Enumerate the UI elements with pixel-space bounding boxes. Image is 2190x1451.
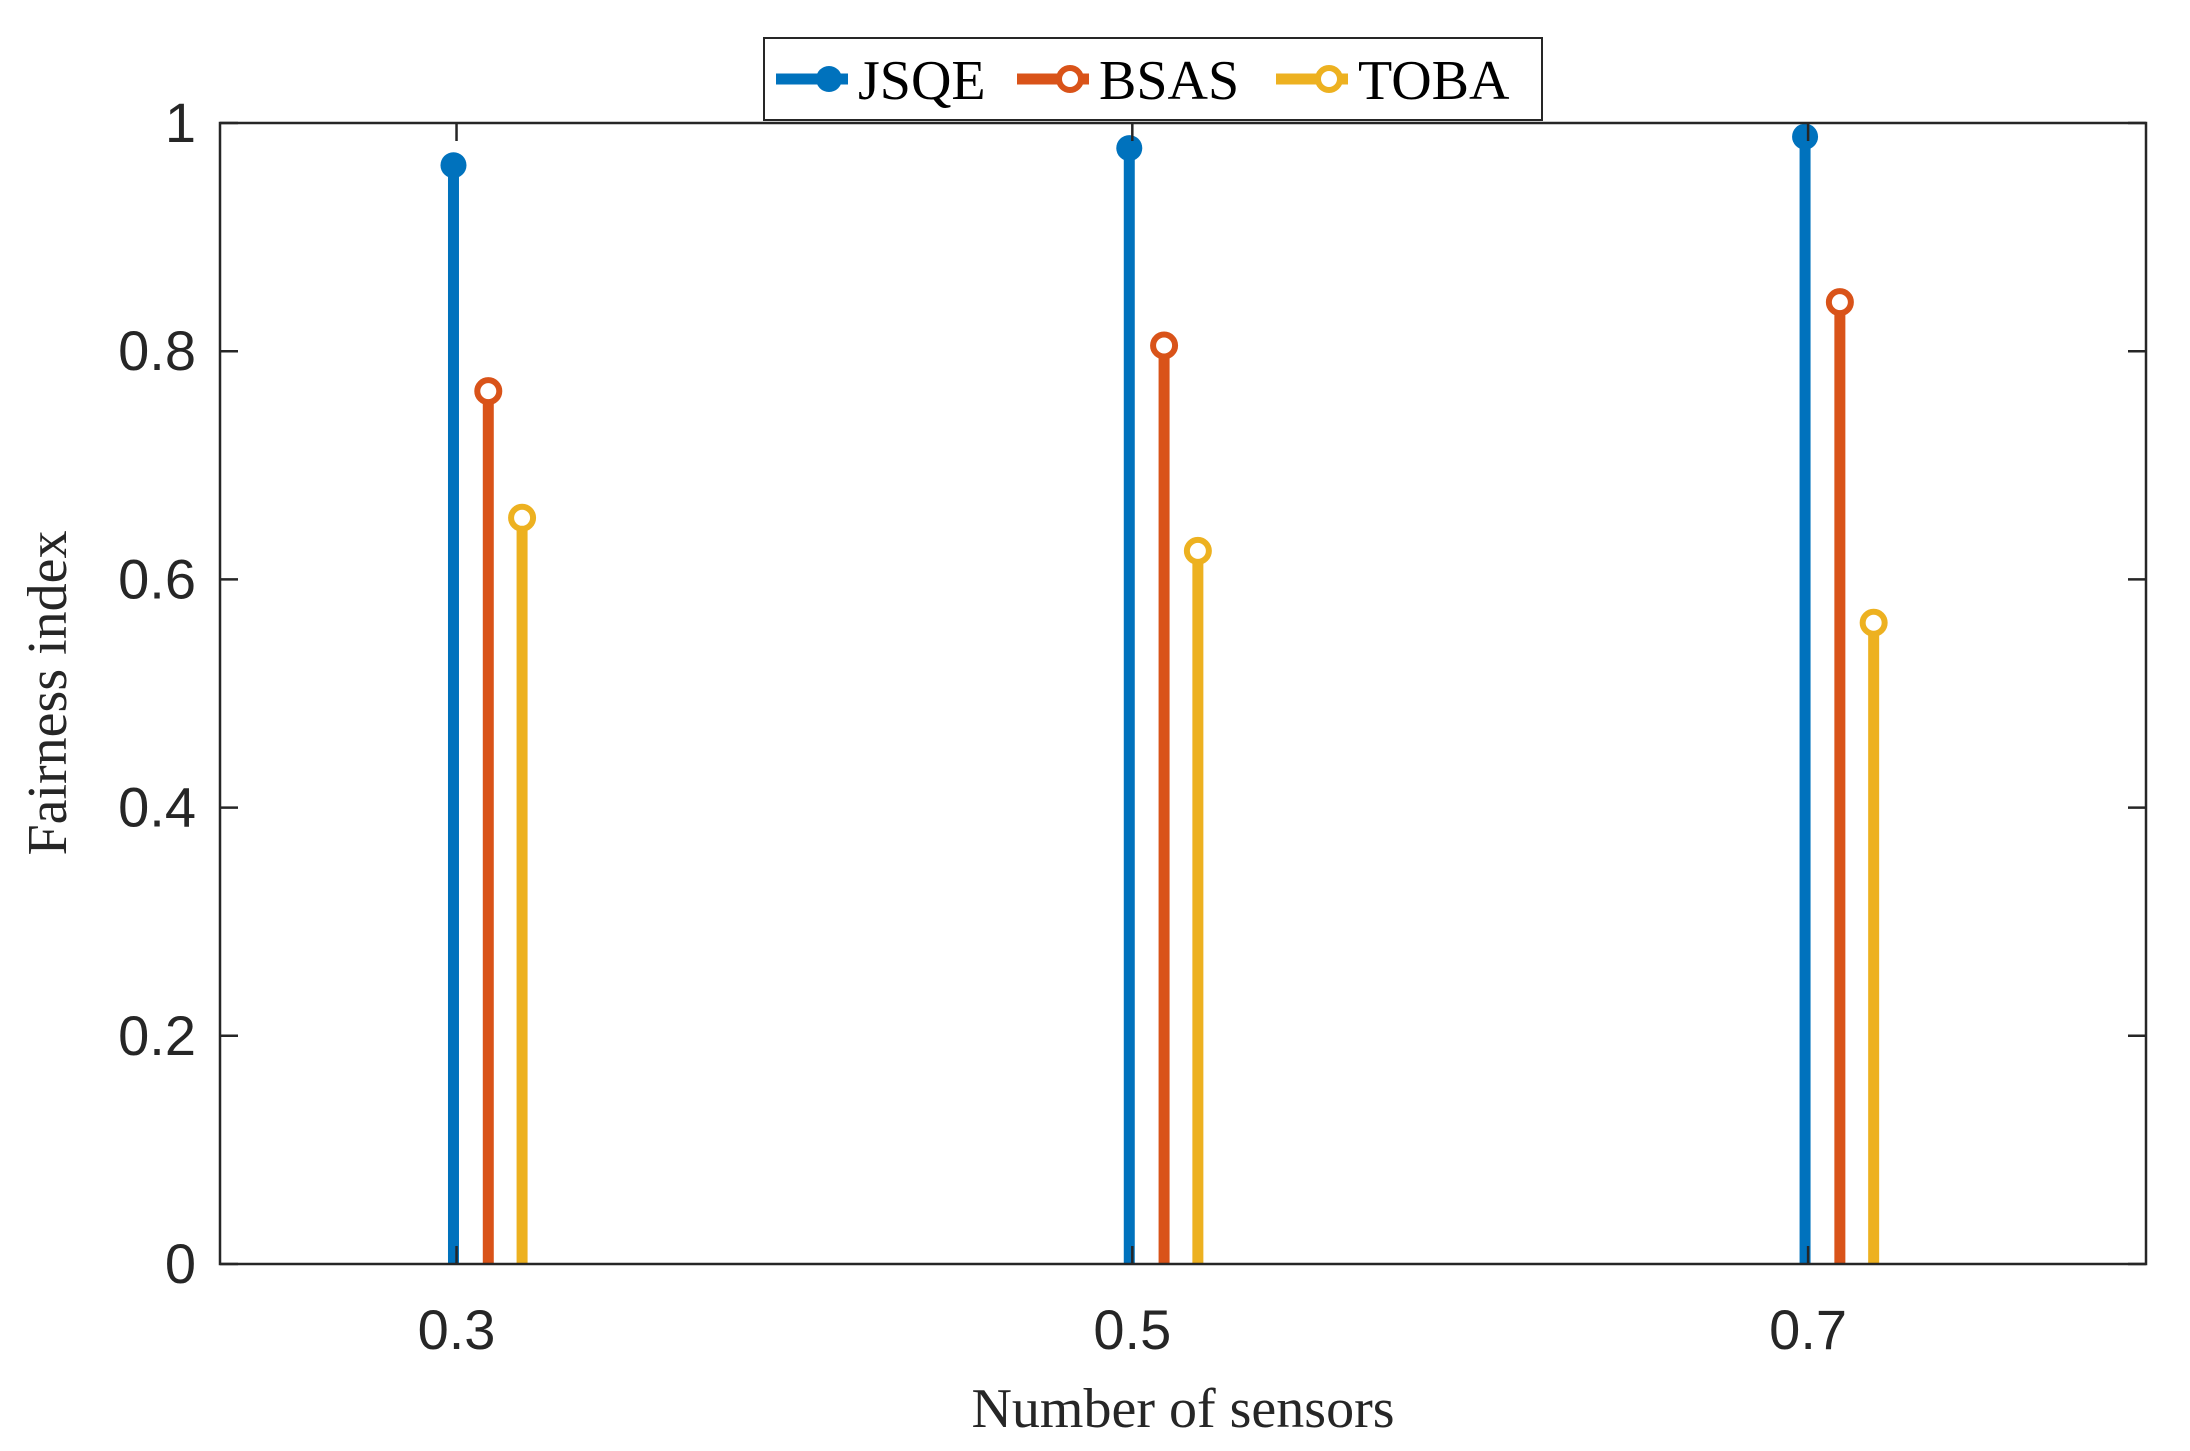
legend-box (763, 37, 1543, 121)
legend: JSQE BSAS TOBA (763, 37, 1543, 121)
jsqe-marker (1792, 123, 1819, 150)
legend-marker-toba (1315, 65, 1343, 93)
legend-label-bsas: BSAS (1099, 50, 1239, 112)
y-tick-label: 1 (165, 91, 196, 154)
bsas-marker (474, 377, 503, 406)
toba-marker (1183, 536, 1212, 565)
x-tick-label: 0.5 (1093, 1298, 1171, 1361)
bsas-marker (1150, 331, 1179, 360)
y-axis-label: Fairness index (17, 530, 79, 855)
plot-marks (440, 123, 1888, 1264)
toba-marker (1859, 608, 1888, 637)
plot-area-frame (218, 121, 2148, 1266)
y-tick-label: 0.4 (118, 776, 196, 839)
legend-marker-jsqe (816, 66, 842, 92)
y-tick-label: 0.2 (118, 1004, 196, 1067)
axis-ticks: 0 0.2 0.4 0.6 0.8 1 0.3 0.5 0.7 (118, 91, 2146, 1361)
x-tick-label: 0.7 (1769, 1298, 1847, 1361)
x-axis-label: Number of sensors (971, 1378, 1394, 1440)
toba-marker (508, 503, 537, 532)
legend-marker-bsas (1056, 65, 1084, 93)
y-tick-label: 0.8 (118, 319, 196, 382)
bsas-marker (1825, 288, 1854, 317)
y-tick-label: 0 (165, 1232, 196, 1295)
x-tick-label: 0.3 (418, 1298, 496, 1361)
jsqe-marker (1116, 135, 1143, 162)
legend-label-toba: TOBA (1358, 50, 1510, 112)
legend-label-jsqe: JSQE (858, 50, 986, 112)
jsqe-marker (440, 152, 467, 179)
y-tick-label: 0.6 (118, 547, 196, 610)
